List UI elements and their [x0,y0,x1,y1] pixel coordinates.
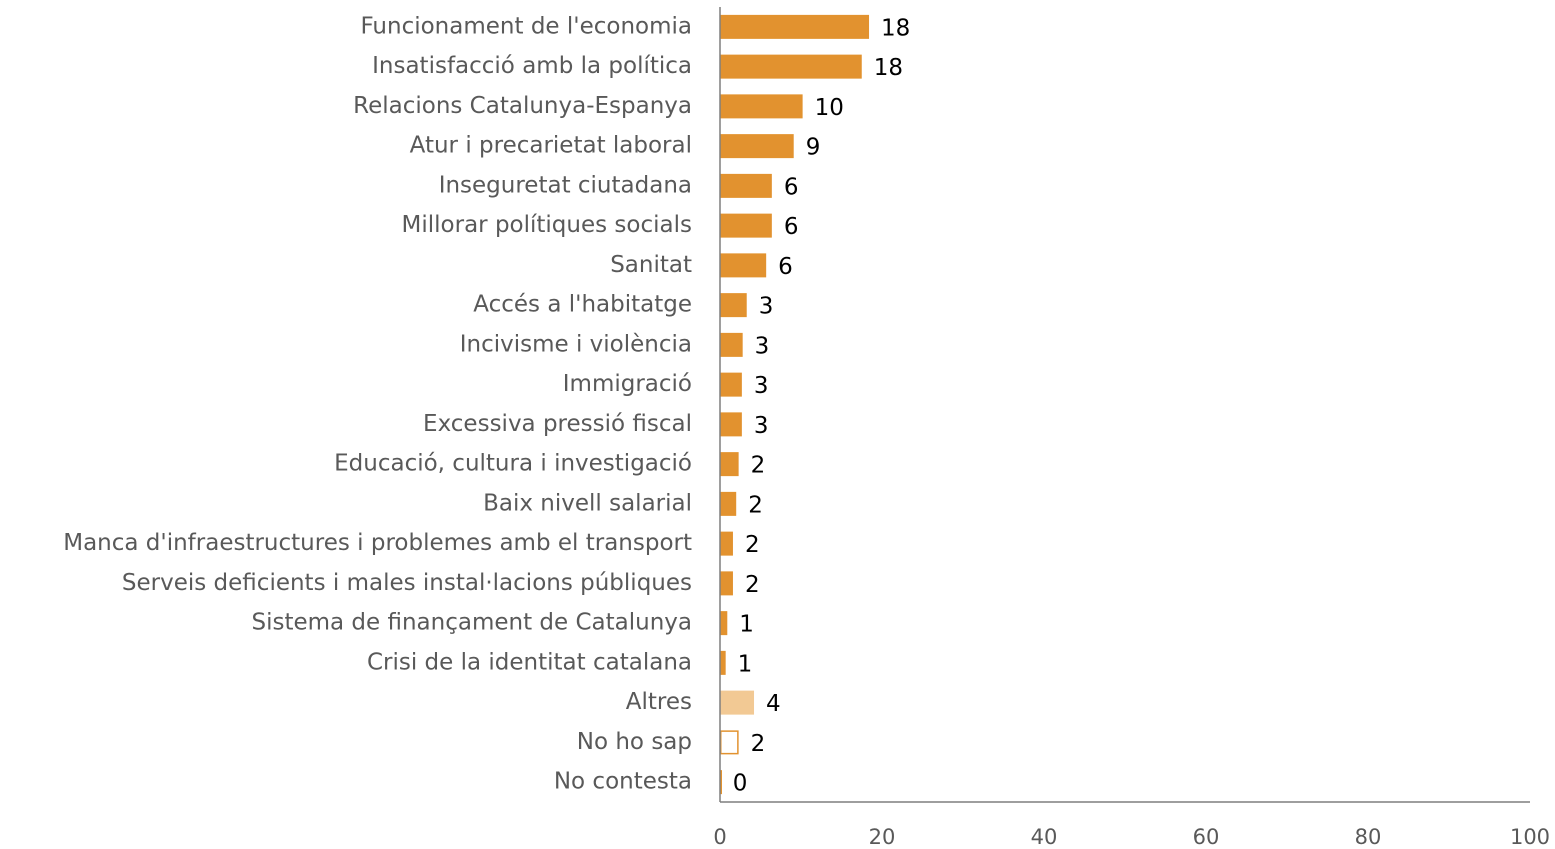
y-tick-label: Accés a l'habitatge [473,292,692,318]
value-label: 1 [739,612,754,638]
y-tick-label: No contesta [554,769,692,795]
value-label: 2 [751,453,766,479]
value-label: 6 [784,214,799,240]
y-tick-label: Baix nivell salarial [483,490,692,516]
value-label: 2 [745,532,760,558]
bar [720,14,870,39]
y-tick-label: Excessiva pressió fiscal [423,411,692,437]
bar [720,491,737,516]
y-tick-label: Millorar polítiques socials [402,212,692,238]
value-label: 6 [778,254,793,280]
bar [720,531,733,556]
x-tick-label: 80 [1355,825,1382,849]
value-label: 4 [766,691,781,717]
y-tick-label: Relacions Catalunya-Espanya [353,93,692,119]
y-tick-label: Serveis deficients i males instal·lacion… [122,570,692,596]
bar [720,293,747,318]
x-tick-label: 100 [1510,825,1550,849]
y-tick-label: Sistema de finançament de Catalunya [251,610,692,636]
bar [720,412,742,437]
value-label: 9 [806,135,821,161]
y-tick-label: Educació, cultura i investigació [334,451,692,477]
bar [720,770,722,795]
value-label: 3 [754,413,769,439]
value-label: 3 [755,333,770,359]
bar [720,452,739,477]
y-tick-label: Atur i precarietat laboral [410,133,692,159]
bar [720,54,862,79]
value-label: 18 [881,15,910,41]
value-label: 10 [815,95,844,121]
bar [720,730,739,755]
bar [720,372,742,397]
bar [720,571,733,596]
value-label: 2 [751,731,766,757]
y-tick-label: Incivisme i violència [460,331,692,357]
value-label: 18 [874,55,903,81]
y-tick-label: Insatisfacció amb la política [372,53,692,79]
value-label: 3 [759,294,774,320]
bar [720,690,755,715]
bar [720,253,767,278]
bar [720,611,728,636]
y-tick-label: Crisi de la identitat catalana [367,649,692,675]
value-label: 2 [748,492,763,518]
bar [720,213,772,238]
value-label: 3 [754,373,769,399]
value-label: 6 [784,174,799,200]
x-tick-label: 40 [1031,825,1058,849]
y-tick-label: Immigració [563,371,692,397]
x-tick-label: 0 [713,825,726,849]
value-label: 2 [745,572,760,598]
bar [720,134,794,159]
bar [720,332,743,357]
bar [720,94,803,119]
y-tick-label: Funcionament de l'economia [360,13,692,39]
x-tick-label: 60 [1193,825,1220,849]
y-tick-label: Inseguretat ciutadana [439,172,692,198]
bar [720,173,772,198]
value-label: 1 [738,651,753,677]
y-tick-label: Manca d'infraestructures i problemes amb… [63,530,692,556]
y-tick-label: No ho sap [577,729,692,755]
x-tick-label: 20 [869,825,896,849]
y-tick-label: Sanitat [610,252,692,278]
bar [720,650,726,675]
y-tick-label: Altres [626,689,692,715]
value-label: 0 [733,771,748,797]
